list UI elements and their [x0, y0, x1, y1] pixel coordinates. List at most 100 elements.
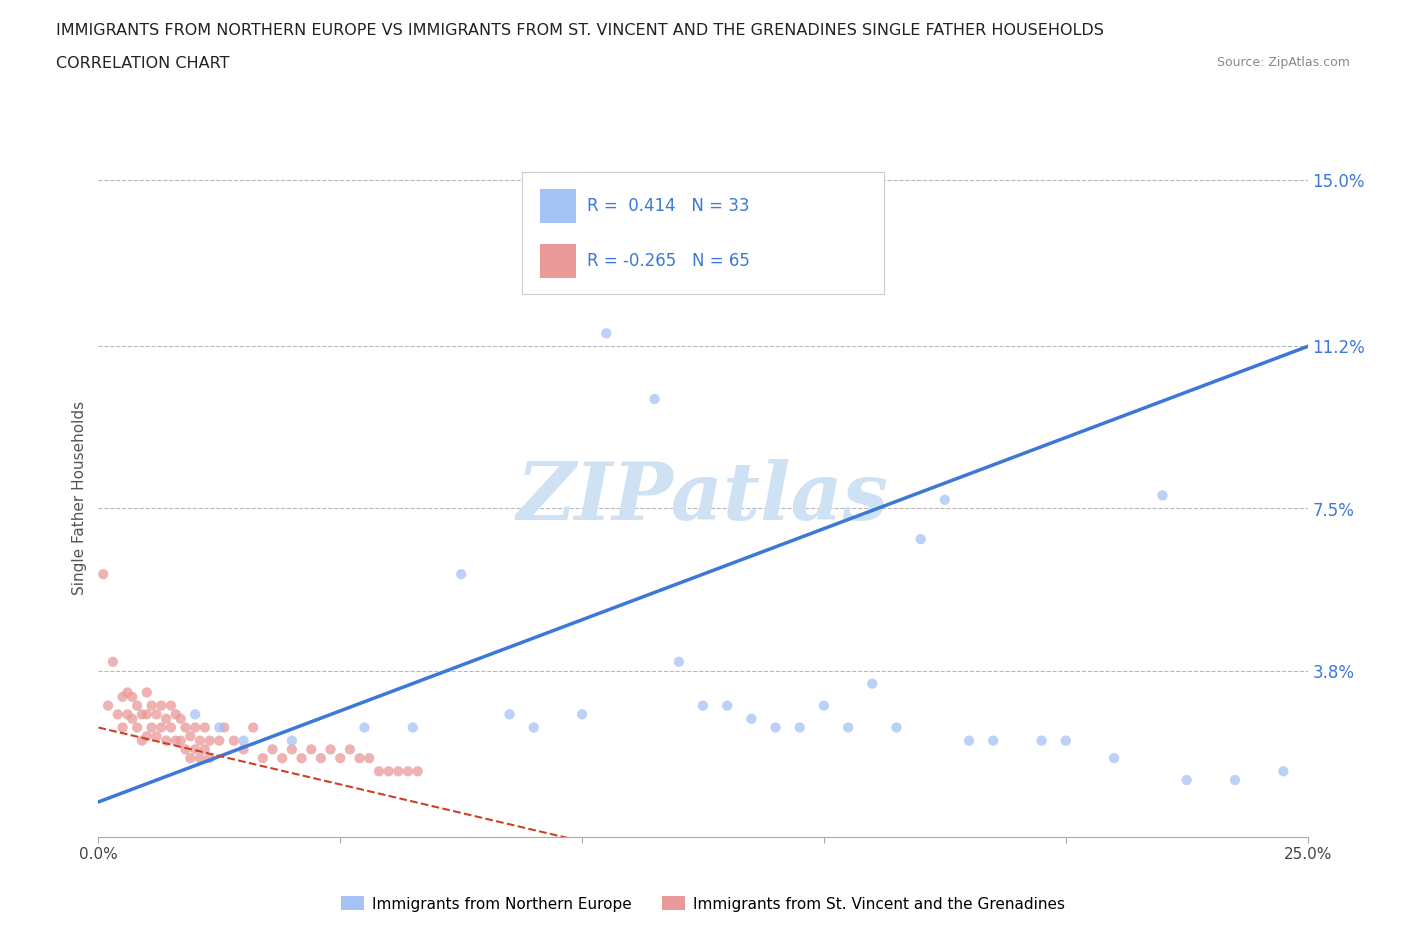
Point [111, 689, 134, 704]
Point [194, 742, 217, 757]
Point [740, 711, 762, 726]
Point [1272, 764, 1295, 778]
Text: ZIPatlas: ZIPatlas [517, 458, 889, 537]
Point [165, 733, 187, 748]
Point [837, 720, 859, 735]
Point [135, 729, 157, 744]
Point [281, 733, 304, 748]
Point [387, 764, 409, 778]
Point [160, 720, 183, 735]
Point [1223, 773, 1246, 788]
Point [111, 720, 134, 735]
Point [1102, 751, 1125, 765]
Point [198, 733, 221, 748]
Point [141, 720, 163, 735]
Point [716, 698, 738, 713]
Point [198, 751, 221, 765]
Point [135, 685, 157, 700]
Point [668, 655, 690, 670]
Point [262, 742, 284, 757]
Point [523, 720, 546, 735]
Point [188, 751, 211, 765]
Point [145, 707, 167, 722]
Text: IMMIGRANTS FROM NORTHERN EUROPE VS IMMIGRANTS FROM ST. VINCENT AND THE GRENADINE: IMMIGRANTS FROM NORTHERN EUROPE VS IMMIG… [56, 23, 1104, 38]
Point [208, 733, 231, 748]
Point [765, 720, 787, 735]
Point [1175, 773, 1198, 788]
Point [1054, 733, 1077, 748]
Point [692, 698, 714, 713]
Point [150, 720, 173, 735]
Point [131, 733, 153, 748]
Point [406, 764, 429, 778]
Point [222, 733, 245, 748]
Point [169, 733, 191, 748]
Point [498, 707, 520, 722]
Text: Source: ZipAtlas.com: Source: ZipAtlas.com [1216, 56, 1350, 69]
Point [271, 751, 294, 765]
Point [208, 720, 231, 735]
Point [281, 742, 304, 757]
Point [813, 698, 835, 713]
Y-axis label: Single Father Households: Single Father Households [72, 401, 87, 594]
Point [319, 742, 342, 757]
Text: CORRELATION CHART: CORRELATION CHART [56, 56, 229, 71]
Legend: Immigrants from Northern Europe, Immigrants from St. Vincent and the Grenadines: Immigrants from Northern Europe, Immigra… [335, 890, 1071, 918]
Point [155, 711, 177, 726]
Point [117, 685, 139, 700]
Point [353, 720, 375, 735]
Point [184, 707, 207, 722]
Point [107, 707, 129, 722]
Point [135, 707, 157, 722]
Point [252, 751, 274, 765]
Point [212, 720, 235, 735]
Point [121, 711, 143, 726]
Point [232, 742, 254, 757]
Point [179, 751, 201, 765]
Point [934, 492, 956, 507]
Point [91, 566, 114, 581]
Point [957, 733, 980, 748]
Point [179, 729, 201, 744]
Point [121, 689, 143, 704]
Point [789, 720, 811, 735]
Point [1031, 733, 1053, 748]
Point [145, 729, 167, 744]
Point [160, 698, 183, 713]
Point [349, 751, 371, 765]
Point [339, 742, 361, 757]
Point [359, 751, 381, 765]
Point [97, 698, 120, 713]
Point [290, 751, 312, 765]
Point [155, 733, 177, 748]
Point [329, 751, 352, 765]
Point [299, 742, 322, 757]
Point [165, 707, 187, 722]
Point [232, 733, 254, 748]
Point [1152, 488, 1174, 503]
Point [450, 566, 472, 581]
Point [184, 720, 207, 735]
Point [117, 707, 139, 722]
Point [174, 720, 197, 735]
Point [127, 698, 149, 713]
Point [184, 742, 207, 757]
Point [910, 532, 932, 547]
Point [309, 751, 332, 765]
Point [101, 655, 124, 670]
Point [860, 676, 883, 691]
Point [396, 764, 419, 778]
Point [174, 742, 197, 757]
Point [131, 707, 153, 722]
Point [242, 720, 264, 735]
Point [886, 720, 908, 735]
Point [644, 392, 666, 406]
Point [194, 720, 217, 735]
Point [141, 698, 163, 713]
Point [368, 764, 391, 778]
Point [150, 698, 173, 713]
Point [595, 326, 617, 340]
Point [571, 707, 593, 722]
Point [981, 733, 1004, 748]
Point [377, 764, 399, 778]
